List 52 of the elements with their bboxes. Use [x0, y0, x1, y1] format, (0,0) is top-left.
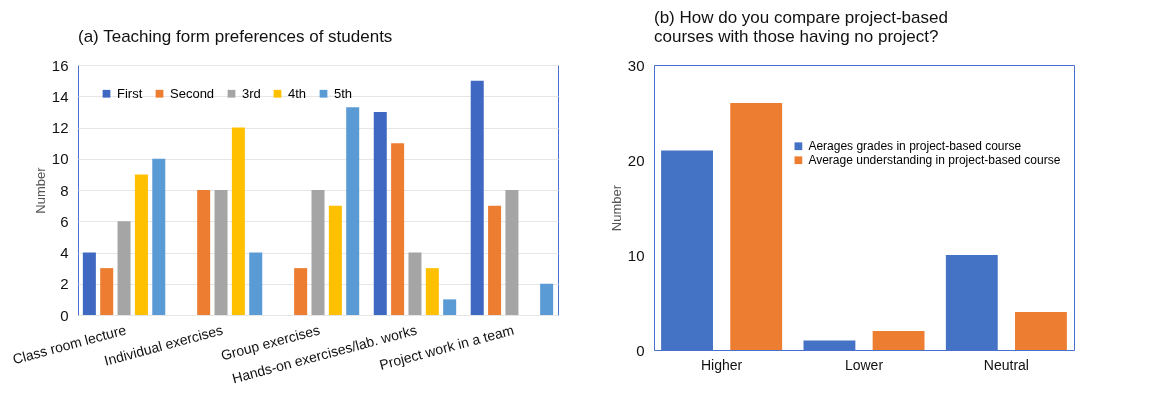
legend-label: Second [170, 85, 215, 101]
bar [470, 80, 484, 315]
y-tick-label: 12 [51, 119, 69, 136]
y-tick-label: 4 [60, 244, 69, 261]
legend-label: 5th [334, 85, 353, 101]
x-tick-label: Higher [701, 356, 743, 373]
y-tick-label: 20 [627, 151, 645, 169]
bar [373, 111, 387, 315]
y-tick-label: 6 [60, 212, 69, 230]
y-tick-label: 8 [60, 181, 69, 199]
legend-label: Average understanding in project-based course [808, 153, 1061, 168]
bar [152, 158, 166, 315]
bar [214, 190, 228, 315]
legend-label: 4th [288, 85, 307, 101]
bar [730, 103, 783, 350]
bar [294, 268, 308, 315]
bar [391, 143, 405, 315]
bar [134, 174, 148, 315]
y-tick-label: 16 [51, 56, 69, 74]
y-axis-title: Number [32, 166, 48, 214]
bar [540, 283, 554, 315]
bar [872, 331, 925, 350]
bar [408, 252, 422, 315]
bar [100, 268, 114, 315]
x-tick-label: Lower [844, 356, 884, 373]
bar [346, 107, 360, 315]
legend-label: First [117, 85, 143, 101]
bar [117, 221, 131, 315]
bar [1015, 312, 1067, 350]
y-axis-title: Number [608, 184, 624, 232]
chart-title: (a) Teaching form preferences of students [78, 27, 393, 46]
bar [443, 299, 457, 315]
bar [328, 205, 342, 315]
bar [197, 190, 211, 315]
y-tick-label: 0 [636, 341, 645, 359]
y-tick-label: 10 [51, 150, 69, 168]
bar [249, 252, 263, 315]
chart-title: (b) How do you compare project-based courses with those having no project? [654, 8, 948, 46]
y-tick-label: 0 [60, 306, 69, 324]
bar [425, 268, 439, 315]
bar [231, 127, 245, 315]
bar [488, 205, 502, 315]
y-tick-label: 10 [627, 246, 645, 264]
y-tick-label: 2 [60, 275, 69, 293]
y-tick-label: 14 [51, 87, 69, 105]
y-tick-label: 30 [627, 56, 645, 74]
legend-label: Aerages grades in project-based course [808, 139, 1022, 154]
x-tick-label: Neutral [983, 356, 1029, 373]
legend-label: 3rd [242, 85, 261, 101]
bar [505, 190, 519, 315]
bar [311, 190, 325, 315]
bar [82, 252, 96, 315]
